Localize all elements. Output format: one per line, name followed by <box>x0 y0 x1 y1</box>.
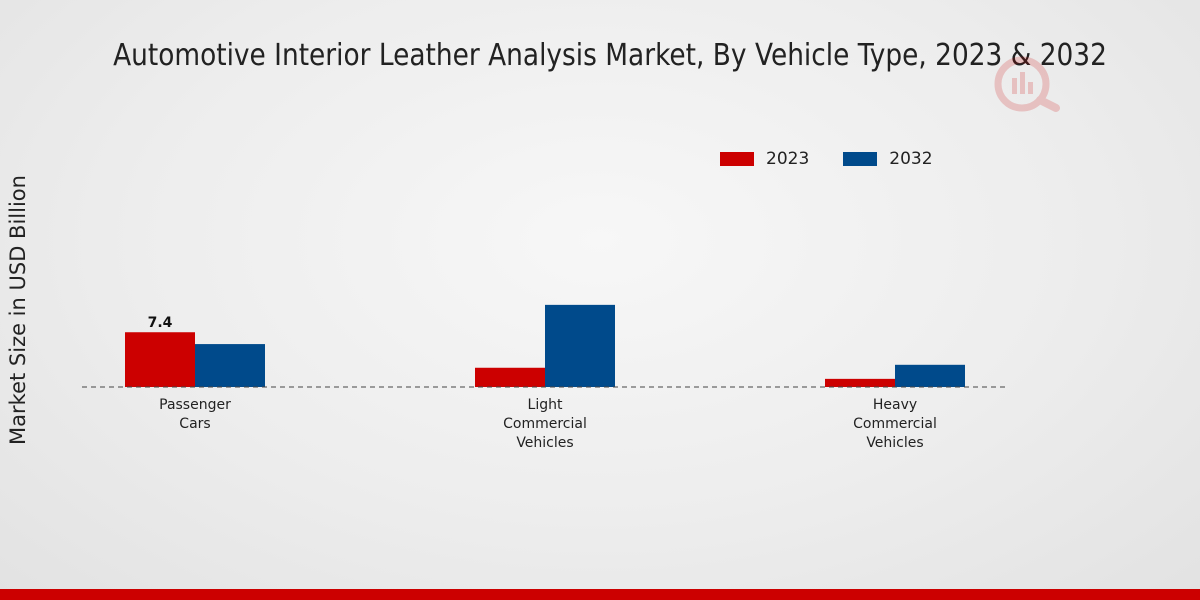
legend-label-2023: 2023 <box>766 149 810 169</box>
footer-bar <box>0 589 1200 600</box>
chart-legend: 2023 2032 <box>720 149 967 169</box>
x-tick-label-line: Vehicles <box>866 435 923 451</box>
legend-item-2023[interactable]: 2023 <box>720 149 809 169</box>
bar-2023-0[interactable] <box>125 332 195 387</box>
legend-swatch-2023 <box>720 152 754 166</box>
x-tick-label-1: Light Commercial Vehicles <box>503 397 587 451</box>
data-label-0: 7.4 <box>148 315 173 331</box>
x-tick-label-line: Heavy <box>873 397 917 413</box>
x-tick-label-line: Commercial <box>503 416 587 432</box>
x-tick-label-line: Passenger <box>159 397 231 413</box>
x-tick-label-line: Cars <box>179 416 210 432</box>
legend-swatch-2032 <box>843 152 878 166</box>
watermark-logo-icon <box>994 56 1060 112</box>
bar-2032-1[interactable] <box>545 304 615 387</box>
x-tick-label-line: Light <box>528 397 563 413</box>
chart-title: Automotive Interior Leather Analysis Mar… <box>113 38 1107 73</box>
x-tick-label-2: Heavy Commercial Vehicles <box>853 397 937 451</box>
legend-label-2032: 2032 <box>889 149 933 169</box>
bar-2023-2[interactable] <box>825 378 895 387</box>
bar-2023-1[interactable] <box>475 367 545 387</box>
x-tick-label-line: Commercial <box>853 416 937 432</box>
legend-item-2032[interactable]: 2032 <box>843 149 933 169</box>
x-tick-label-0: Passenger Cars <box>159 397 231 432</box>
bar-2032-0[interactable] <box>195 344 265 387</box>
x-tick-label-line: Vehicles <box>516 435 573 451</box>
bar-2032-2[interactable] <box>895 364 965 387</box>
